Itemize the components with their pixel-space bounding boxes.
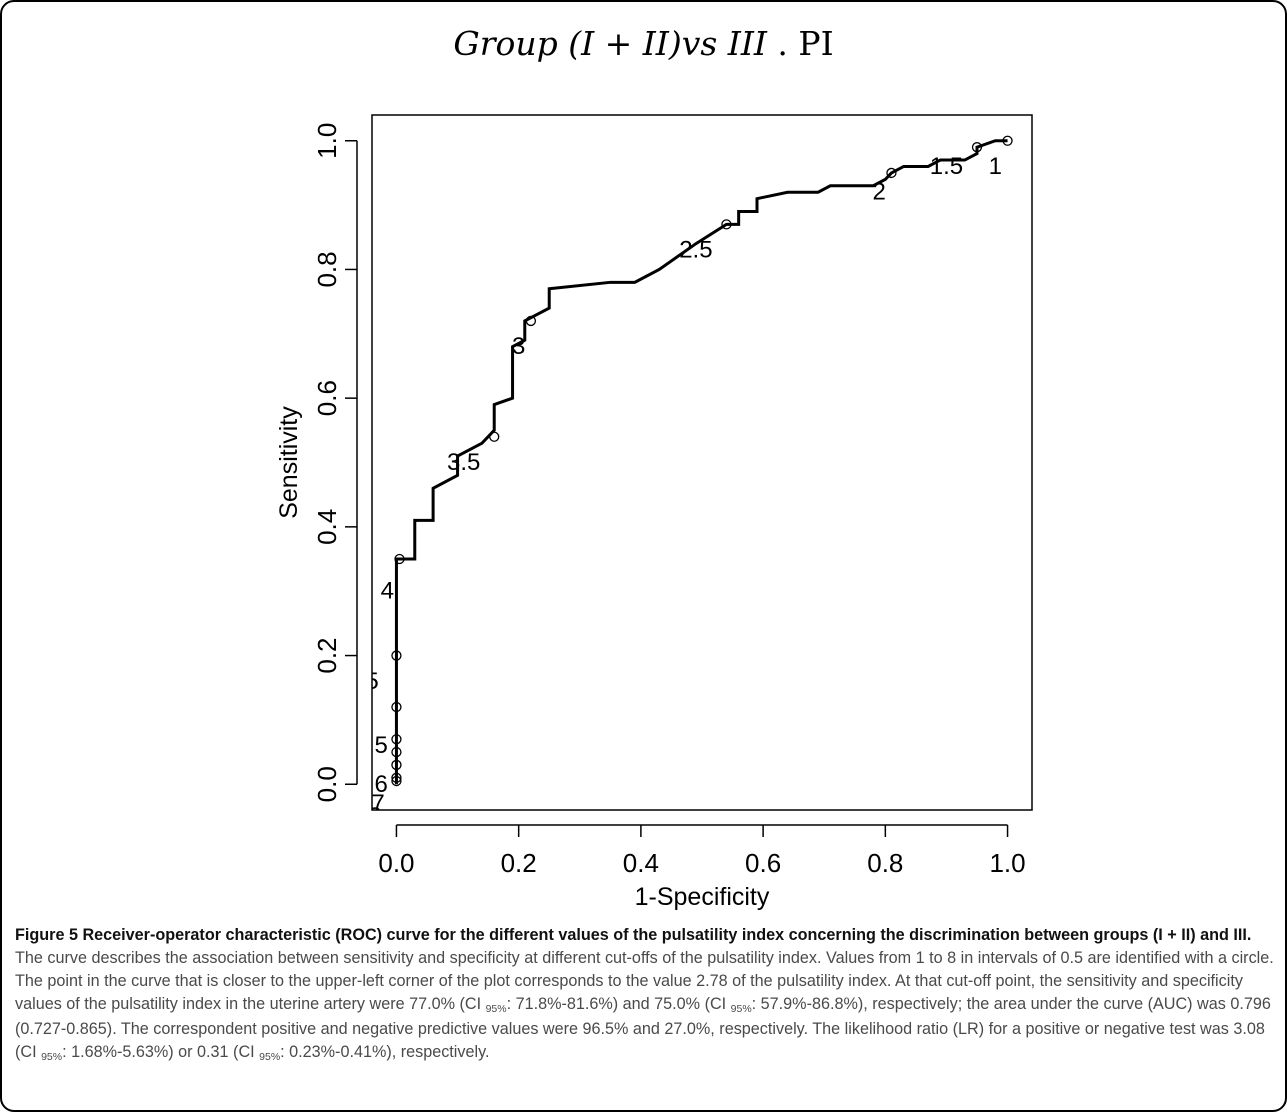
cutoff-marker — [391, 746, 402, 758]
caption-text-1: The curve describes the association betw… — [15, 949, 1274, 1013]
y-tick-label: 0.0 — [312, 766, 342, 802]
cutoff-label: 1 — [989, 153, 1002, 180]
cutoff-marker — [391, 775, 402, 787]
cutoff-marker — [391, 650, 402, 661]
y-axis-label: Sensitivity — [275, 406, 303, 519]
cutoff-label: 4 — [381, 578, 394, 605]
x-tick-label: 0.8 — [867, 848, 903, 878]
cutoff-label: 1.5 — [930, 153, 963, 180]
cutoff-label: 5 — [365, 668, 378, 695]
caption-text-4: : 1.68%-5.63%) or 0.31 (CI — [62, 1043, 260, 1061]
cutoff-marker — [489, 431, 500, 442]
ci-subscript: 95% — [485, 1003, 507, 1015]
cutoff-marker — [391, 701, 402, 713]
caption-text-2: : 71.8%-81.6%) and 75.0% (CI — [506, 995, 731, 1013]
cutoff-marker — [525, 315, 537, 327]
x-tick-label: 0.4 — [623, 848, 659, 878]
cutoff-marker — [886, 167, 897, 179]
cutoff-label: 2.5 — [679, 237, 712, 264]
plot-area-box — [371, 114, 1033, 811]
roc-chart: 0.0 0.2 0.4 0.6 0.8 1.0 0.0 0.2 0.4 0.6 0.8 1.0 1-Sp… — [275, 114, 1033, 911]
cutoff-label: 3 — [512, 333, 525, 360]
figure-caption: Figure 5 Receiver-operator characteristi… — [15, 924, 1277, 1066]
cutoff-label: 6 — [374, 771, 387, 798]
chart-title: Group (I + II)vs III . PI — [2, 24, 1285, 63]
cutoff-marker — [391, 759, 402, 771]
cutoff-marker — [394, 553, 405, 565]
caption-text-5: : 0.23%-0.41%), respectively. — [280, 1043, 490, 1061]
ci-subscript: 95% — [41, 1051, 63, 1063]
cutoff-marker — [391, 772, 402, 783]
roc-curve-line — [394, 139, 1008, 785]
ci-subscript: 95% — [730, 1003, 752, 1015]
cutoff-marker — [721, 219, 732, 230]
cutoff-marker — [391, 734, 402, 745]
x-tick-label: 0.6 — [745, 848, 781, 878]
y-tick-label: 0.6 — [312, 380, 342, 416]
cutoff-label: 7 — [371, 790, 384, 817]
caption-title: Figure 5 Receiver-operator characteristi… — [15, 926, 1252, 944]
cutoff-label: 3.5 — [447, 449, 480, 476]
cutoff-label: 5 — [374, 732, 387, 759]
cutoff-marker — [1002, 135, 1013, 146]
caption-text-3: : 57.9%-86.8%), respectively; the area u… — [15, 995, 1271, 1061]
y-tick-label: 0.4 — [312, 509, 342, 545]
cutoff-label: 2 — [873, 179, 886, 206]
x-tick-label: 0.2 — [501, 848, 537, 878]
y-tick-label: 0.8 — [312, 251, 342, 287]
y-tick-label: 0.2 — [312, 637, 342, 673]
ci-subscript: 95% — [259, 1051, 281, 1063]
x-tick-label: 0.0 — [378, 848, 414, 878]
x-tick-label: 1.0 — [989, 848, 1025, 878]
cutoff-marker — [971, 142, 983, 153]
chart-title-italic: Group (I + II)vs III — [453, 24, 767, 63]
x-axis-label: 1-Specificity — [635, 883, 770, 911]
y-tick-label: 1.0 — [312, 123, 342, 159]
chart-title-suffix: . PI — [766, 24, 834, 63]
cutoff-label: 8 — [368, 803, 381, 830]
